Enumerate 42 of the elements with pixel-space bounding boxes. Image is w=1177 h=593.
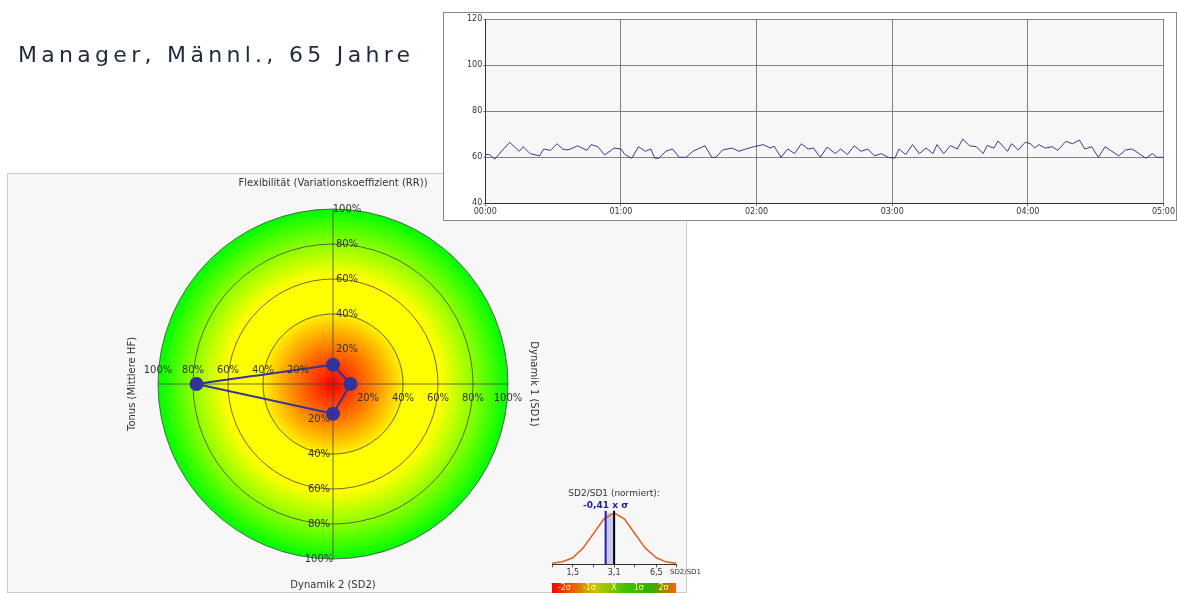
text: 40% bbox=[251, 363, 275, 375]
y-tick-label: 60 bbox=[472, 152, 483, 162]
x-tick-label: 02:00 bbox=[745, 207, 769, 217]
text: -1σ bbox=[582, 583, 596, 593]
y-tick-label: 40% bbox=[307, 447, 331, 459]
x-tick-label: 6,5 bbox=[649, 568, 663, 578]
text: 2σ bbox=[658, 583, 669, 593]
x-tick-label: 03:00 bbox=[880, 207, 904, 217]
text: 40% bbox=[335, 307, 359, 319]
text: 20% bbox=[335, 342, 359, 354]
y-tick-label: 20% bbox=[307, 412, 331, 424]
y-tick-label: 40 bbox=[472, 198, 483, 208]
ref-line-label: -0,41 x σ bbox=[583, 499, 629, 510]
y-tick-label: 120 bbox=[466, 14, 483, 24]
text: 60% bbox=[426, 391, 450, 403]
spoke-label: Dynamik 1 (SD1) bbox=[529, 341, 541, 427]
x-tick-label: 3,1 bbox=[607, 568, 621, 578]
spoke-label: Flexibilität (Variationskoeffizient (RR)) bbox=[238, 176, 428, 188]
x-tick-label: 00:00 bbox=[473, 207, 497, 217]
x-tick-label: 01:00 bbox=[609, 207, 633, 217]
spoke-label: Tonus (Mittlere HF) bbox=[125, 336, 137, 433]
text: 1σ bbox=[633, 583, 644, 593]
chart-title: SD2/SD1 (normiert): bbox=[568, 487, 660, 498]
x-tick-label: 1,5 bbox=[566, 568, 580, 578]
text: 80% bbox=[181, 363, 205, 375]
text: -2σ bbox=[557, 583, 571, 593]
text: 100% bbox=[143, 363, 173, 375]
chart-title: Manager, Männl., 65 Jahre bbox=[18, 42, 415, 67]
x-tick-label: 04:00 bbox=[1016, 207, 1040, 217]
y-tick-label: 60% bbox=[307, 482, 331, 494]
text: 40% bbox=[391, 391, 415, 403]
text: 60% bbox=[335, 272, 359, 284]
text: 60% bbox=[216, 363, 240, 375]
spoke-label: Dynamik 2 (SD2) bbox=[290, 578, 376, 590]
y-tick-label: 100% bbox=[304, 552, 334, 564]
text: X̄ bbox=[611, 581, 618, 593]
y-tick-label: 80 bbox=[472, 106, 483, 116]
x-tick-label: 05:00 bbox=[1151, 207, 1175, 217]
text: 20% bbox=[356, 391, 380, 403]
text: 80% bbox=[335, 237, 359, 249]
y-tick-label: 80% bbox=[307, 517, 331, 529]
y-tick-label: 100 bbox=[466, 60, 483, 70]
